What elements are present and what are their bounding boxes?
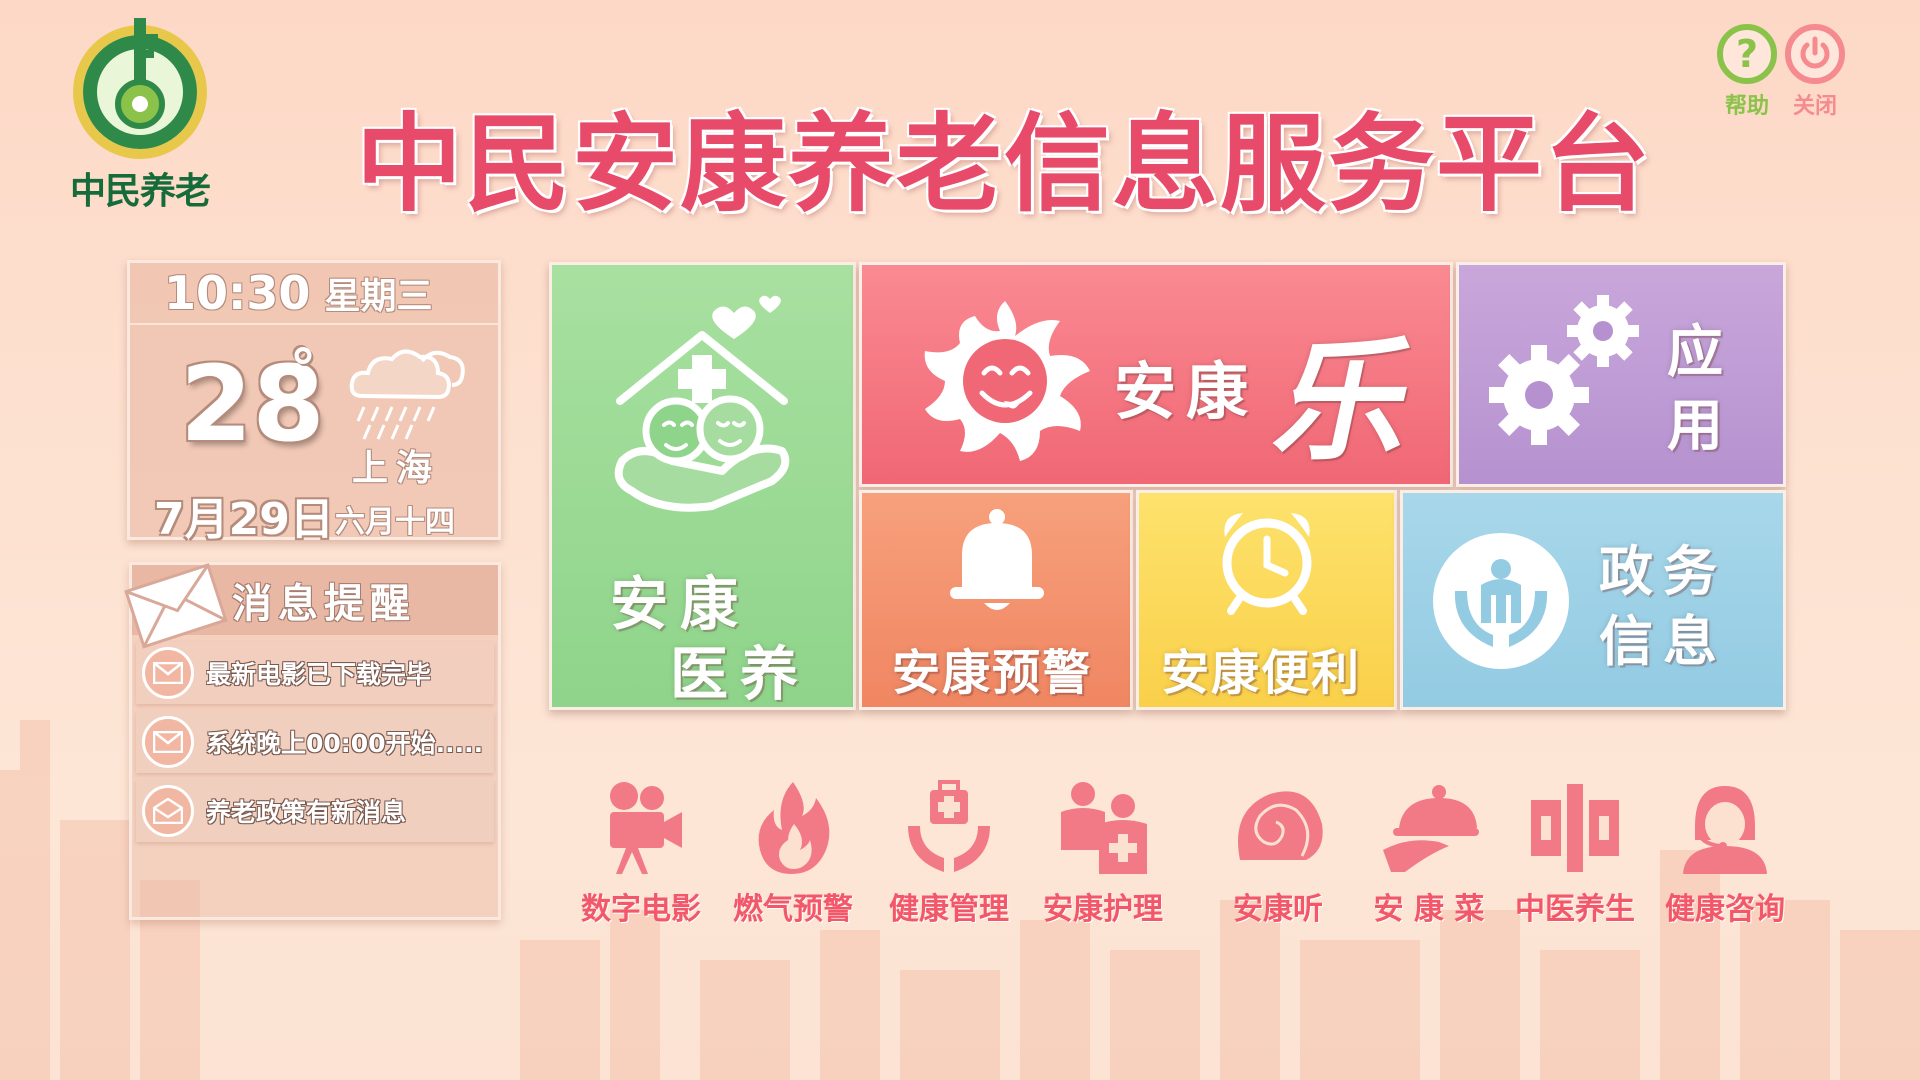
message-panel: 消息提醒 最新电影已下载完毕 系统晚上00:00开始..... 养老政策有新消息: [124, 562, 501, 920]
time-row: 10:30 星期三: [130, 263, 498, 325]
tile-zhengwu-xinxi[interactable]: 政务 信息: [1400, 490, 1786, 710]
tile-gov-line1: 政务: [1599, 540, 1727, 603]
temperature: 28: [180, 343, 325, 465]
shortcut-label: 安康护理: [1043, 892, 1163, 927]
shortcut-health-management[interactable]: 健康管理: [874, 780, 1024, 928]
shortcut-label: 中医养生: [1515, 892, 1635, 927]
serving-dish-icon: [1383, 785, 1479, 872]
close-button[interactable]: 关闭: [1782, 24, 1848, 120]
tile-le-calligraphy: 乐: [1263, 324, 1429, 479]
help-label: 帮助: [1724, 94, 1769, 119]
message-panel-header: 消息提醒: [132, 565, 498, 635]
tile-yiyang-line1: 安康: [610, 570, 751, 638]
message-text: 最新电影已下载完毕: [206, 660, 432, 689]
alarm-clock-icon: [1222, 513, 1312, 615]
mail-icon: [142, 716, 194, 768]
nursing-people-icon: [1061, 782, 1147, 874]
city-name: 上海: [352, 448, 441, 489]
tcm-icon: [1531, 784, 1619, 872]
message-text: 系统晚上00:00开始.....: [206, 729, 484, 758]
message-item[interactable]: 系统晚上00:00开始.....: [136, 711, 494, 773]
help-icon: ?: [1717, 24, 1777, 84]
health-care-hands-icon: [908, 780, 990, 872]
shortcut-ankang-dishes[interactable]: 安 康 菜: [1354, 780, 1504, 928]
tile-warn-text: 安康预警: [892, 645, 1093, 701]
shortcut-label: 数字电影: [581, 892, 701, 927]
elder-care-house-icon: [614, 295, 790, 512]
message-item[interactable]: 养老政策有新消息: [136, 780, 494, 842]
shortcut-tcm-wellness[interactable]: 中医养生: [1500, 780, 1650, 928]
smiling-sun-icon: [924, 301, 1090, 461]
tile-app-line1: 应: [1667, 320, 1723, 385]
message-text: 养老政策有新消息: [206, 798, 407, 827]
tile-ankang-yiyang[interactable]: 安康 医养: [549, 262, 856, 710]
power-icon: [1785, 24, 1845, 84]
weekday: 星期三: [324, 276, 433, 317]
shortcut-digital-movie[interactable]: 数字电影: [566, 780, 716, 928]
current-time: 10:30: [164, 266, 311, 320]
tile-ankang-le[interactable]: 安康 乐: [859, 262, 1453, 487]
message-item[interactable]: 最新电影已下载完毕: [136, 642, 494, 704]
shortcut-health-consult[interactable]: 健康咨询: [1650, 780, 1800, 928]
current-date: 7月29日: [154, 494, 334, 545]
tile-conv-text: 安康便利: [1161, 645, 1362, 701]
rain-cloud-icon: [349, 349, 465, 440]
headset-consultant-icon: [1683, 786, 1767, 874]
tile-ankang-yujing[interactable]: 安康预警: [859, 490, 1133, 710]
page-title: 中民安康养老信息服务平台: [356, 103, 1652, 226]
shortcut-label: 健康咨询: [1665, 892, 1785, 927]
shortcut-label: 安 康 菜: [1373, 892, 1485, 927]
shortcut-label: 燃气预警: [733, 892, 853, 927]
degree-symbol: °: [290, 339, 316, 399]
logo-emblem-icon: [73, 18, 207, 159]
flame-icon: [758, 782, 830, 874]
mail-open-icon: [142, 785, 194, 837]
tile-ankang-bianli[interactable]: 安康便利: [1136, 490, 1397, 710]
help-button[interactable]: ? 帮助: [1714, 24, 1780, 120]
clock-weather-card: 10:30 星期三 28 ° 上海 7月29日 六月十四: [127, 260, 501, 545]
shortcut-label: 健康管理: [889, 892, 1009, 927]
tile-app[interactable]: 应 用: [1456, 262, 1786, 487]
gears-icon: [1489, 295, 1639, 445]
city-skyline-background: [0, 720, 1920, 1080]
shortcut-ankang-nursing[interactable]: 安康护理: [1028, 780, 1178, 928]
app-logo: 中民养老: [60, 12, 220, 212]
lunar-date: 六月十四: [335, 505, 455, 540]
government-emblem-icon: [1433, 533, 1569, 669]
tile-yiyang-line2: 医养: [670, 640, 811, 708]
shortcut-ankang-listen[interactable]: 安康听: [1203, 780, 1353, 928]
shortcut-gas-warning[interactable]: 燃气预警: [718, 780, 868, 928]
shell-icon: [1238, 791, 1323, 860]
tile-gov-line2: 信息: [1599, 610, 1727, 673]
tile-le-text: 安康: [1114, 355, 1259, 428]
close-label: 关闭: [1792, 94, 1837, 119]
shortcut-label: 安康听: [1233, 892, 1323, 927]
envelope-icon: [124, 563, 228, 649]
logo-text: 中民养老: [69, 171, 211, 212]
mail-icon: [142, 647, 194, 699]
movie-camera-icon: [610, 782, 682, 874]
tile-app-line2: 用: [1667, 394, 1723, 459]
bell-icon: [950, 509, 1044, 610]
